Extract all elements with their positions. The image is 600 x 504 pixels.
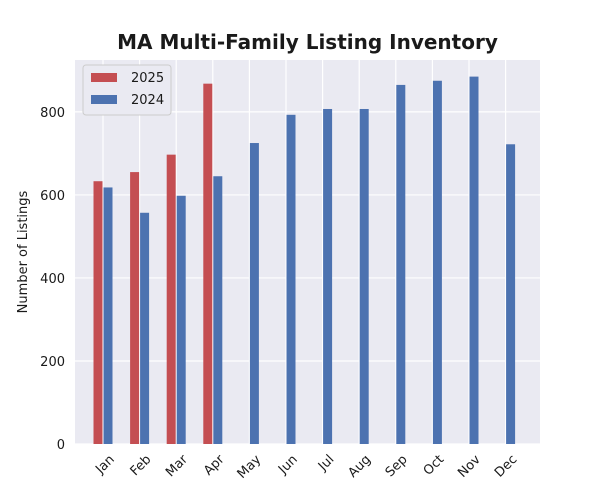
legend-swatch-2025 — [91, 73, 117, 82]
bar-2024-dec — [506, 144, 516, 444]
bars-layer — [93, 76, 516, 445]
x-tick-label: Mar — [163, 452, 191, 480]
x-tick-label: Apr — [201, 452, 228, 479]
x-tick-label: Nov — [455, 452, 484, 481]
y-tick-label: 800 — [40, 106, 65, 121]
bar-2024-aug — [359, 108, 369, 444]
y-tick-label: 200 — [40, 355, 65, 370]
bar-2024-jul — [323, 108, 333, 444]
bar-2025-apr — [203, 83, 213, 444]
bar-2024-jan — [103, 187, 113, 445]
bar-2024-jun — [286, 114, 296, 444]
y-tick-labels: 0 200 400 600 800 — [40, 106, 65, 453]
bar-2025-mar — [166, 154, 176, 444]
bar-2024-nov — [469, 76, 479, 444]
legend-label-2025: 2025 — [131, 71, 164, 86]
x-tick-label: May — [235, 452, 265, 482]
bar-2024-mar — [176, 195, 186, 444]
x-tick-label: Jun — [275, 452, 301, 478]
x-tick-labels: Jan Feb Mar Apr May Jun Jul Aug Sep Oct Nov Dec — [92, 452, 520, 482]
x-tick-label: Oct — [421, 452, 448, 479]
x-tick-label: Feb — [128, 452, 155, 479]
chart-title: MA Multi-Family Listing Inventory — [117, 30, 498, 54]
bar-2024-feb — [140, 212, 150, 444]
bar-2025-feb — [130, 172, 140, 444]
x-tick-label: Sep — [383, 452, 411, 480]
x-tick-label: Aug — [345, 452, 374, 481]
bar-2024-oct — [432, 80, 442, 444]
x-tick-label: Dec — [492, 452, 520, 480]
bar-2025-jan — [93, 181, 103, 444]
plot-area — [75, 60, 540, 444]
x-tick-label: Jan — [92, 452, 117, 477]
bar-2024-apr — [213, 176, 223, 444]
y-axis-label: Number of Listings — [16, 190, 31, 313]
legend-swatch-2024 — [91, 95, 117, 104]
x-tick-label: Jul — [315, 452, 337, 474]
bar-2024-sep — [396, 84, 406, 444]
y-tick-label: 400 — [40, 272, 65, 287]
y-tick-label: 0 — [57, 438, 65, 453]
bar-2024-may — [249, 143, 259, 444]
y-tick-label: 600 — [40, 189, 65, 204]
legend: 2025 2024 — [82, 64, 172, 116]
legend-label-2024: 2024 — [131, 93, 164, 108]
grid-layer — [75, 60, 540, 445]
